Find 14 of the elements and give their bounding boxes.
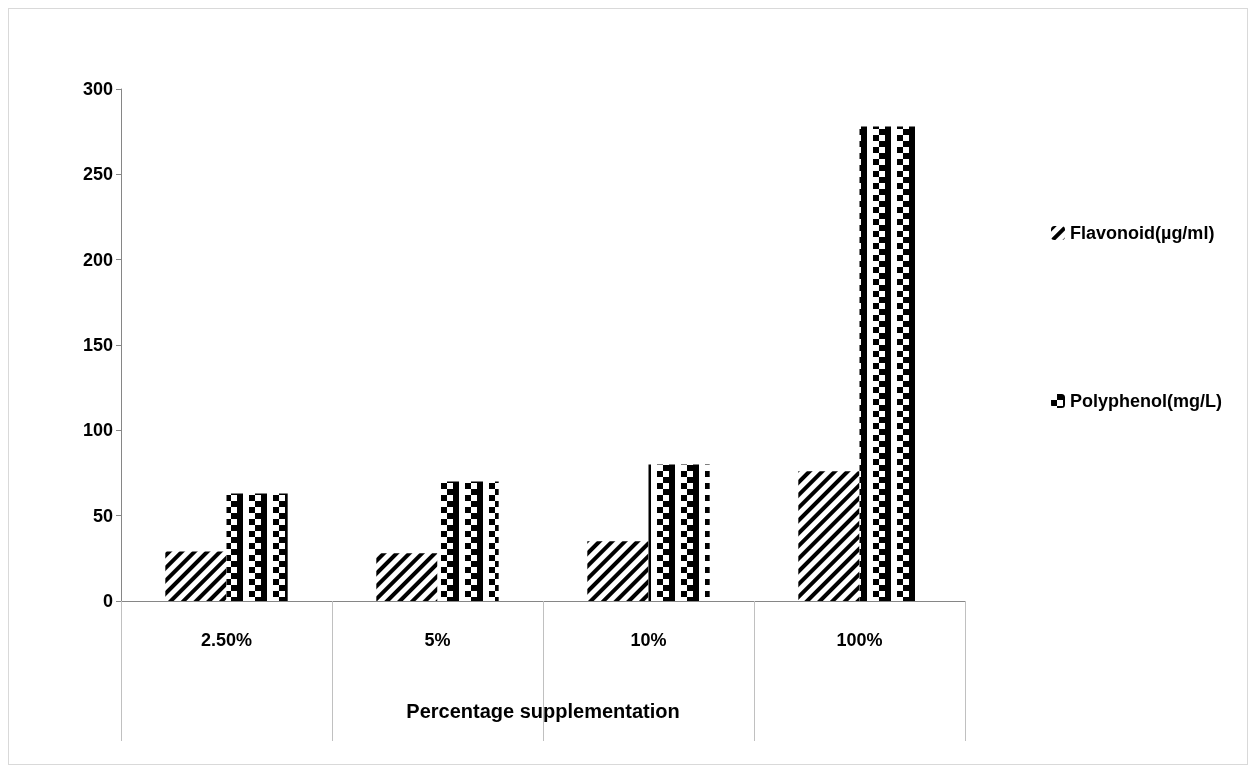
x-tick-label: 10% xyxy=(630,630,667,650)
y-tick-label: 50 xyxy=(92,505,113,526)
legend-label: Flavonoid(µg/ml) xyxy=(1070,223,1215,243)
legend-label: Polyphenol(mg/L) xyxy=(1070,391,1223,411)
x-tick-label: 100% xyxy=(836,630,883,650)
x-tick-label: 5% xyxy=(424,630,451,650)
y-tick-label: 150 xyxy=(82,335,113,355)
x-axis-title: Percentage supplementation xyxy=(406,700,680,722)
y-tick-label: 200 xyxy=(82,249,113,270)
y-tick-label: 100 xyxy=(82,420,113,441)
y-tick-label: 250 xyxy=(82,164,113,185)
y-tick-label: 300 xyxy=(82,79,113,99)
x-tick-label: 2.50% xyxy=(200,630,253,650)
y-tick-label: 0 xyxy=(102,591,113,611)
